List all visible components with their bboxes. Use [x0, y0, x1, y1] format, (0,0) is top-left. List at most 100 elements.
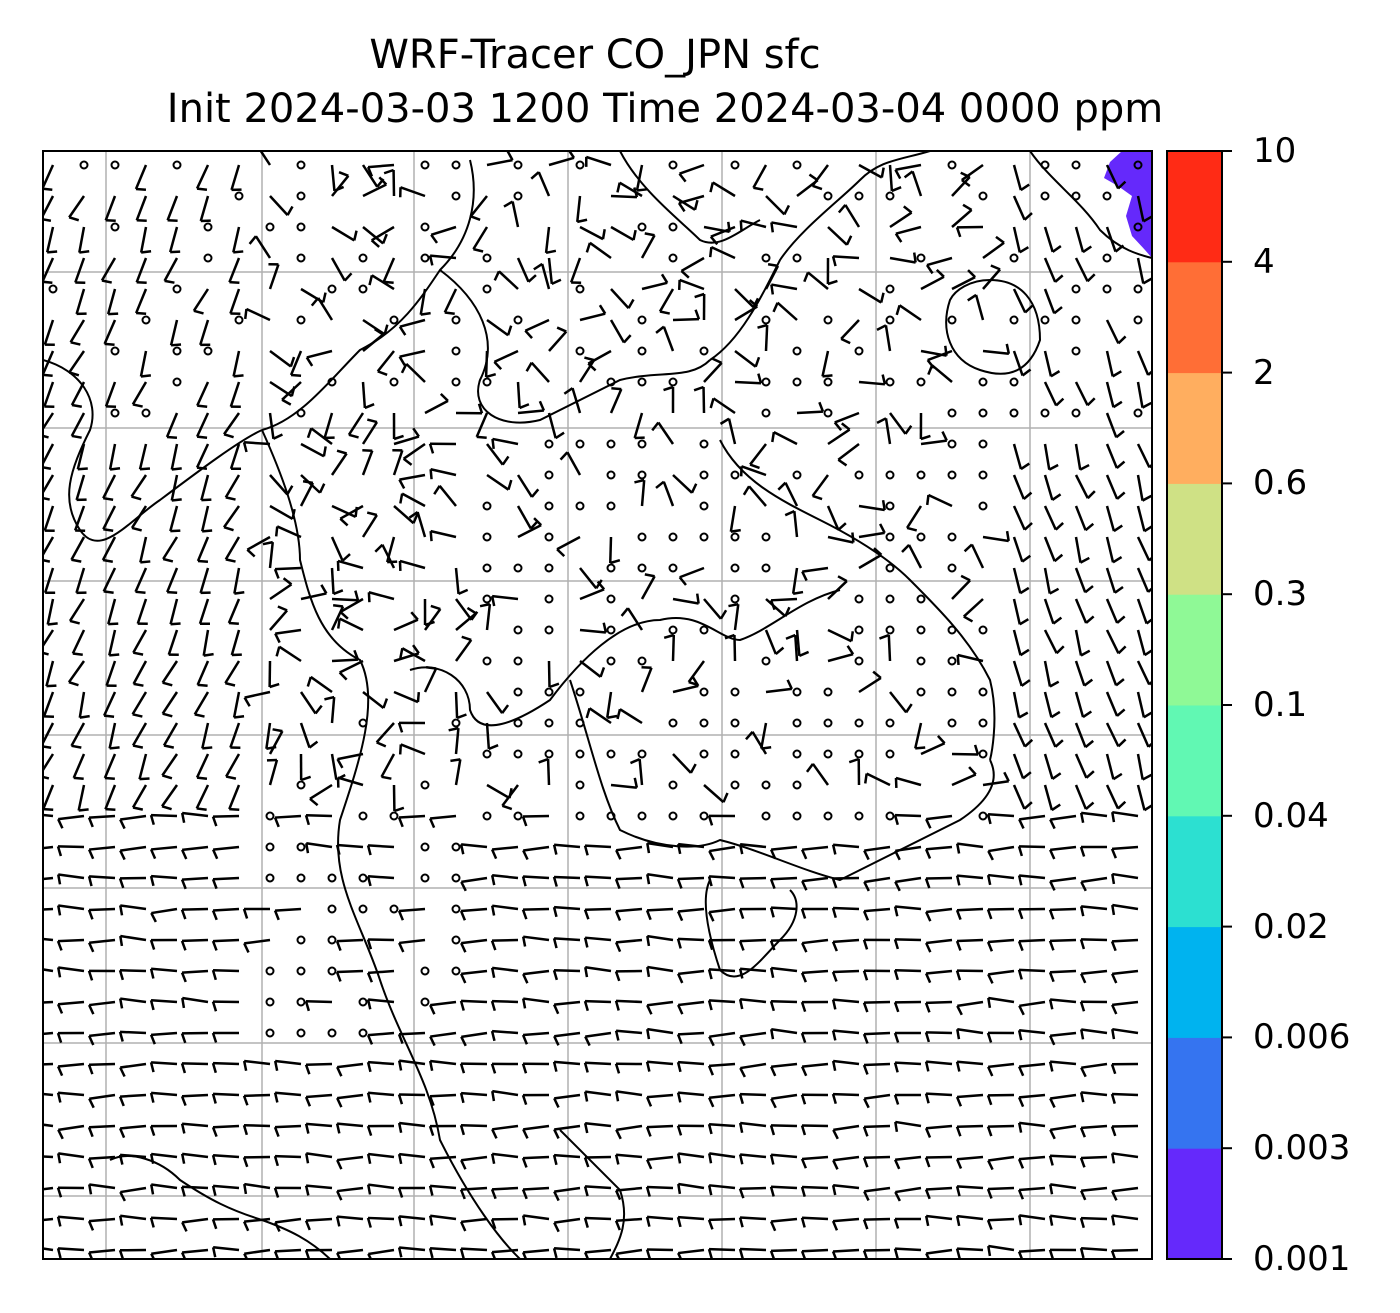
wind-barb [524, 318, 550, 339]
calm-wind-circle [544, 470, 554, 480]
wind-barb [956, 1000, 984, 1016]
wind-barb [43, 319, 55, 346]
wind-barb [894, 225, 922, 243]
wind-barb [119, 904, 147, 916]
wind-barb [738, 1153, 767, 1165]
wind-barb [168, 226, 181, 254]
wind-barb [739, 219, 767, 231]
wind-barb [269, 577, 293, 601]
wind-barb [676, 1031, 705, 1045]
wind-barb [361, 448, 374, 476]
wind-barb [982, 771, 1010, 787]
calm-wind-circle [854, 191, 864, 201]
calm-wind-circle [947, 160, 957, 170]
calm-wind-circle [451, 346, 461, 356]
calm-wind-circle [792, 780, 802, 790]
wind-barb [724, 633, 737, 662]
calm-wind-circle [48, 284, 58, 294]
wind-barb [232, 226, 244, 254]
wind-barb [433, 484, 457, 507]
calm-wind-circle [513, 749, 523, 759]
calm-wind-circle [1009, 253, 1019, 263]
wind-barb [986, 873, 1015, 886]
calm-wind-circle [761, 563, 771, 573]
wind-barb [430, 225, 457, 244]
wind-barb [1136, 381, 1152, 409]
wind-barb [134, 288, 148, 316]
calm-wind-circle [699, 532, 709, 542]
wind-barb [826, 505, 847, 531]
calm-wind-circle [544, 749, 554, 759]
wind-barb [676, 842, 705, 855]
wind-barb [43, 1031, 54, 1036]
wind-barb [553, 1124, 581, 1140]
wind-barb [118, 1124, 147, 1139]
wind-barb [609, 319, 632, 344]
wind-barb [987, 1244, 1015, 1257]
wind-barb [694, 292, 706, 321]
wind-barb [893, 1093, 922, 1105]
calm-wind-circle [761, 811, 771, 821]
wind-barb [398, 743, 426, 756]
calm-wind-circle [451, 966, 461, 976]
wind-barb [739, 1062, 767, 1078]
wind-barb [87, 1155, 116, 1169]
wind-barb [771, 431, 798, 446]
wind-barb [986, 1124, 1015, 1137]
wind-barb [198, 598, 210, 625]
wind-barb [366, 1124, 395, 1136]
wind-barb [1105, 381, 1123, 409]
calm-wind-circle [327, 377, 337, 387]
calm-wind-circle [141, 315, 151, 325]
wind-barb [486, 151, 514, 167]
wind-barb [43, 876, 54, 881]
wind-barb [306, 675, 333, 694]
wind-barb [43, 691, 55, 719]
wind-barb [920, 268, 945, 291]
wind-barb [1111, 1000, 1139, 1015]
calm-wind-circle [482, 377, 492, 387]
wind-barb [1105, 629, 1127, 655]
wind-barb [43, 474, 55, 501]
wind-barb [149, 845, 178, 860]
wind-barb [584, 1031, 612, 1047]
wind-barb [428, 1247, 457, 1259]
wind-barb [769, 1185, 798, 1197]
calm-wind-circle [482, 811, 492, 821]
wind-barb [102, 567, 117, 595]
wind-barb [579, 622, 608, 634]
wind-barb [770, 1028, 798, 1040]
wind-barb [811, 474, 830, 501]
calm-wind-circle [916, 625, 926, 635]
wind-barb [863, 845, 891, 861]
colorbar-segment [1167, 483, 1222, 595]
wind-barb [361, 511, 378, 538]
wind-barb [149, 999, 178, 1011]
calm-wind-circle [823, 315, 833, 325]
calm-wind-circle [1133, 315, 1143, 325]
calm-wind-circle [606, 811, 616, 821]
wind-barb [459, 1091, 488, 1104]
wind-barb [1048, 1154, 1077, 1166]
wind-barb [382, 257, 396, 285]
calm-wind-circle [482, 501, 492, 511]
calm-wind-circle [358, 904, 368, 914]
calm-wind-circle [916, 470, 926, 480]
calm-wind-circle [1040, 191, 1050, 201]
calm-wind-circle [947, 408, 957, 418]
wind-barb [1012, 443, 1030, 471]
wind-barb [43, 350, 55, 378]
wind-barb [475, 412, 489, 440]
wind-barb [229, 722, 241, 750]
wind-barb [672, 593, 700, 605]
wind-barb [180, 1031, 209, 1044]
wind-barb [552, 969, 581, 981]
wind-barb [1074, 784, 1095, 811]
wind-barb [43, 1155, 54, 1159]
wind-barb [986, 1093, 1015, 1106]
wind-barb [149, 1031, 178, 1045]
wind-barb [347, 412, 365, 439]
wind-barb [1105, 412, 1125, 439]
calm-wind-circle [978, 191, 988, 201]
calm-wind-circle [389, 377, 399, 387]
